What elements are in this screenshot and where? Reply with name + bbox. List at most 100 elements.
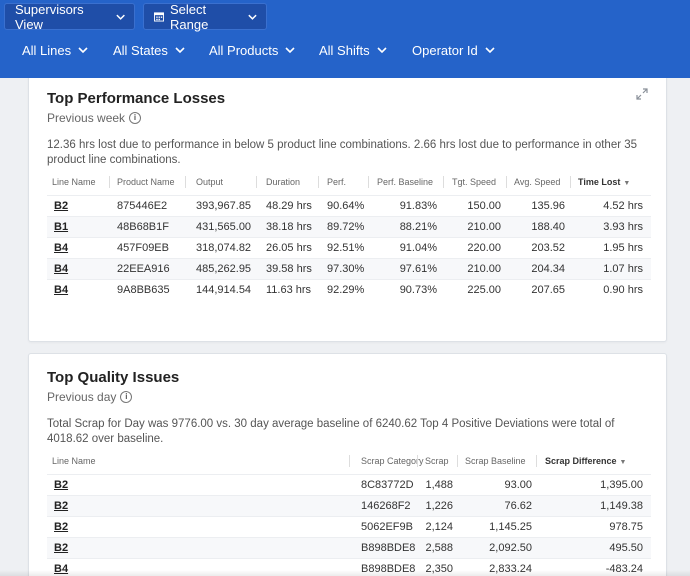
table-cell: 2,124 xyxy=(425,521,453,533)
table-cell: 495.50 xyxy=(609,542,643,554)
select-range-dropdown[interactable]: Select Range xyxy=(143,2,267,32)
column-divider xyxy=(185,176,186,188)
table-cell: 2,092.50 xyxy=(489,542,532,554)
table-cell: 210.00 xyxy=(467,221,501,233)
table-cell: 150.00 xyxy=(467,200,501,212)
info-icon[interactable]: i xyxy=(129,112,142,124)
column-divider xyxy=(318,176,319,188)
filter-states[interactable]: All States xyxy=(113,38,186,62)
column-divider xyxy=(536,455,537,467)
card-subtitle: Previous day i xyxy=(47,390,133,404)
table-cell: 92.29% xyxy=(327,284,365,296)
table-cell: 144,914.54 xyxy=(196,284,252,296)
card-title: Top Quality Issues xyxy=(47,369,180,386)
filter-products[interactable]: All Products xyxy=(209,38,296,62)
filter-operator[interactable]: Operator Id xyxy=(412,38,496,62)
table-cell: -483.24 xyxy=(605,563,643,575)
line-link[interactable]: B2 xyxy=(54,521,69,533)
table-row: B1 48B68B1F 431,565.00 38.18 hrs 89.72% … xyxy=(47,216,651,237)
column-header[interactable]: Scrap Baseline xyxy=(465,456,526,466)
table-cell: 225.00 xyxy=(467,284,501,296)
column-header[interactable]: Scrap Category xyxy=(361,456,424,466)
supervisors-view-dropdown[interactable]: Supervisors View xyxy=(4,1,135,32)
time-lost-header[interactable]: Time Lost ▼ xyxy=(578,173,630,191)
performance-losses-card: Top Performance Losses Previous week i 1… xyxy=(28,78,667,342)
table-cell: 318,074.82 xyxy=(196,242,252,254)
chevron-down-icon xyxy=(78,47,88,54)
column-header[interactable]: Tgt. Speed xyxy=(452,177,497,187)
table-cell: 88.21% xyxy=(399,221,437,233)
line-link[interactable]: B2 xyxy=(54,500,69,512)
table-cell: 207.65 xyxy=(531,284,565,296)
expand-icon[interactable] xyxy=(636,88,648,100)
column-header[interactable]: Product Name xyxy=(117,177,175,187)
column-divider xyxy=(457,455,458,467)
filter-label: All States xyxy=(113,42,168,58)
line-link[interactable]: B4 xyxy=(54,284,69,296)
column-header[interactable]: Line Name xyxy=(52,177,96,187)
table-cell: 26.05 hrs xyxy=(266,242,312,254)
column-divider xyxy=(256,176,257,188)
table-cell: 90.73% xyxy=(399,284,437,296)
table-cell: 431,565.00 xyxy=(196,221,252,233)
column-header[interactable]: Line Name xyxy=(52,456,96,466)
table-cell: 203.52 xyxy=(531,242,565,254)
chevron-down-icon xyxy=(377,47,387,54)
top-toolbar: Supervisors View Select Range All Lines … xyxy=(0,0,690,78)
column-header[interactable]: Perf. xyxy=(327,177,347,187)
column-divider xyxy=(570,176,571,188)
line-link[interactable]: B2 xyxy=(54,479,69,491)
table-row: B4 9A8BB635 144,914.54 11.63 hrs 92.29% … xyxy=(47,279,651,300)
table-cell: 1,145.25 xyxy=(489,521,532,533)
chevron-down-icon xyxy=(248,14,257,20)
line-link[interactable]: B2 xyxy=(54,542,69,554)
table-row: B2 875446E2 393,967.85 48.29 hrs 90.64% … xyxy=(47,195,651,216)
table-cell: 220.00 xyxy=(467,242,501,254)
subtitle-text: Previous day xyxy=(47,390,117,404)
column-header[interactable]: Perf. Baseline xyxy=(377,177,434,187)
table-cell: 2,588 xyxy=(425,542,453,554)
info-icon[interactable]: i xyxy=(120,391,133,403)
line-link[interactable]: B4 xyxy=(54,563,69,575)
line-link[interactable]: B4 xyxy=(54,242,69,254)
table-cell: 875446E2 xyxy=(117,200,168,212)
column-header[interactable]: Duration xyxy=(266,177,301,187)
dashboard-content[interactable]: Top Performance Losses Previous week i 1… xyxy=(0,78,690,576)
table-cell: 1,226 xyxy=(425,500,453,512)
quality-issues-card: Top Quality Issues Previous day i Total … xyxy=(28,353,667,576)
view-button-label: Supervisors View xyxy=(15,1,84,32)
table-cell: 92.51% xyxy=(327,242,365,254)
column-header[interactable]: Scrap xyxy=(425,456,449,466)
table-cell: 1.07 hrs xyxy=(603,263,643,275)
table-cell: 2,833.24 xyxy=(489,563,532,575)
table-cell: 3.93 hrs xyxy=(603,221,643,233)
table-cell: 485,262.95 xyxy=(196,263,252,275)
filter-label: All Lines xyxy=(22,42,72,58)
table-cell: 22EEA916 xyxy=(117,263,170,275)
scrap-difference-header[interactable]: Scrap Difference ▼ xyxy=(545,452,626,470)
filter-lines[interactable]: All Lines xyxy=(22,38,89,62)
table-cell: 1.95 hrs xyxy=(603,242,643,254)
column-header[interactable]: Avg. Speed xyxy=(514,177,561,187)
chevron-down-icon xyxy=(116,14,125,20)
card-description: Total Scrap for Day was 9776.00 vs. 30 d… xyxy=(47,418,615,445)
column-header[interactable]: Output xyxy=(196,177,224,187)
card-description: 12.36 hrs lost due to performance in bel… xyxy=(47,139,638,166)
table-cell: 4.52 hrs xyxy=(603,200,643,212)
column-divider xyxy=(417,455,418,467)
column-divider xyxy=(109,176,110,188)
line-link[interactable]: B2 xyxy=(54,200,69,212)
chevron-down-icon xyxy=(285,47,295,54)
line-link[interactable]: B4 xyxy=(54,263,69,275)
column-divider xyxy=(349,455,350,467)
table-cell: 48B68B1F xyxy=(117,221,169,233)
line-link[interactable]: B1 xyxy=(54,221,69,233)
filter-shifts[interactable]: All Shifts xyxy=(319,38,388,62)
subtitle-text: Previous week xyxy=(47,111,126,125)
table-cell: B898BDE8 xyxy=(361,542,416,554)
calendar-icon xyxy=(154,12,165,22)
table-row: B4 22EEA916 485,262.95 39.58 hrs 97.30% … xyxy=(47,258,651,279)
table-cell: 39.58 hrs xyxy=(266,263,312,275)
card-title: Top Performance Losses xyxy=(47,90,226,107)
table-cell: 204.34 xyxy=(531,263,565,275)
